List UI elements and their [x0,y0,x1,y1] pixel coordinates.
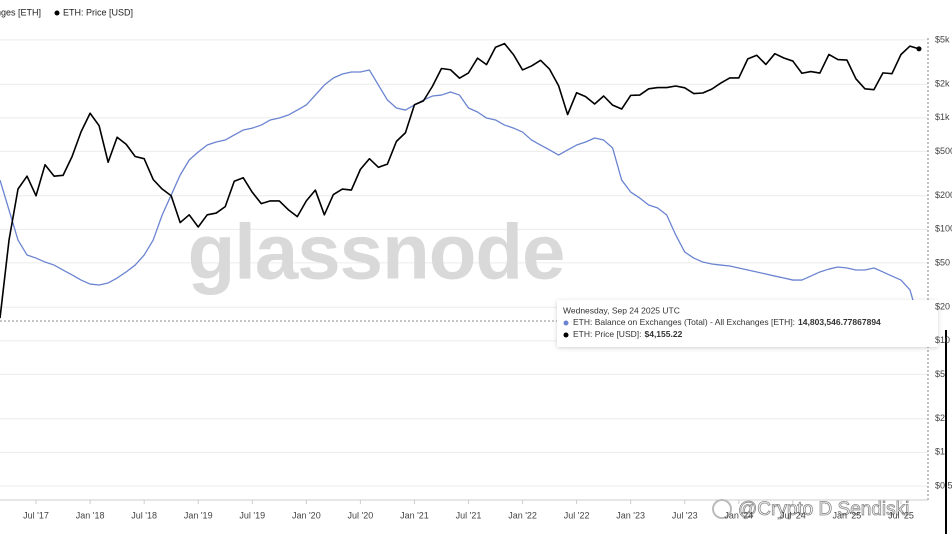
legend-label: ETH: Price [USD] [63,7,133,17]
series-line [0,42,920,319]
x-tick-label: Jan '19 [184,510,213,520]
y-tick-label: $1 [935,447,945,457]
tooltip-value: $4,155.22 [644,329,682,339]
x-tick-label: Jan '21 [400,510,429,520]
x-tick-label: Jul '24 [780,510,806,520]
tooltip-row: ETH: Balance on Exchanges (Total) - All … [573,317,881,327]
y-tick-label: $50 [935,257,950,267]
tooltip-swatch [563,332,569,338]
x-tick-label: Jul '17 [23,510,49,520]
legend-label: ETH: Balance on Exchanges (Total) - All … [0,7,41,17]
x-tick-label: Jul '21 [456,510,482,520]
tooltip-swatch [563,320,569,326]
y-tick-label: $500 [935,146,952,156]
x-tick-label: Jul '22 [564,510,590,520]
x-tick-label: Jan '20 [292,510,321,520]
x-tick-label: Jul '25 [888,510,914,520]
y-tick-label: $2k [935,79,950,89]
x-tick-label: Jul '20 [348,510,374,520]
tooltip-date: Wednesday, Sep 24 2025 UTC [563,305,680,315]
y-tick-label: $5 [935,369,945,379]
x-tick-label: Jan '22 [508,510,537,520]
x-tick-label: Jul '18 [131,510,157,520]
tooltip-row: ETH: Price [USD]: $4,155.22 [573,329,683,339]
x-tick-label: Jan '24 [724,510,753,520]
y-tick-label: $100 [935,224,952,234]
tooltip-label: ETH: Balance on Exchanges (Total) - All … [573,317,795,327]
x-tick-label: Jan '18 [76,510,105,520]
x-tick-label: Jan '25 [833,510,862,520]
grid [0,39,928,504]
y-tick-label: $2 [935,413,945,423]
end-point [916,46,922,52]
x-tick-label: Jul '23 [672,510,698,520]
y-tick-label: $5k [935,34,950,44]
tooltip-label: ETH: Price [USD]: [573,329,641,339]
tooltip-value: 14,803,546.77867894 [798,317,881,327]
y-tick-label: $0.5 [935,480,952,490]
y-tick-label: $200 [935,190,952,200]
y-tick-label: $1k [935,112,950,122]
credit: @Crypto D Sendiski [738,499,909,520]
x-tick-label: Jul '19 [239,510,265,520]
legend: ETH: Balance on Exchanges (Total) - All … [0,7,133,17]
y-tick-label: $10 [935,335,950,345]
tooltip-box [557,300,938,347]
y-tick-label: $20 [935,302,950,312]
watermark: glassnode [188,208,565,296]
credit-icon [712,499,732,519]
x-tick-label: Jan '23 [616,510,645,520]
tooltip: Wednesday, Sep 24 2025 UTC ETH: Balance … [557,300,938,347]
legend-swatch [54,10,60,16]
series-line [0,69,920,322]
credit-watermark: @Crypto D Sendiski [712,499,910,520]
